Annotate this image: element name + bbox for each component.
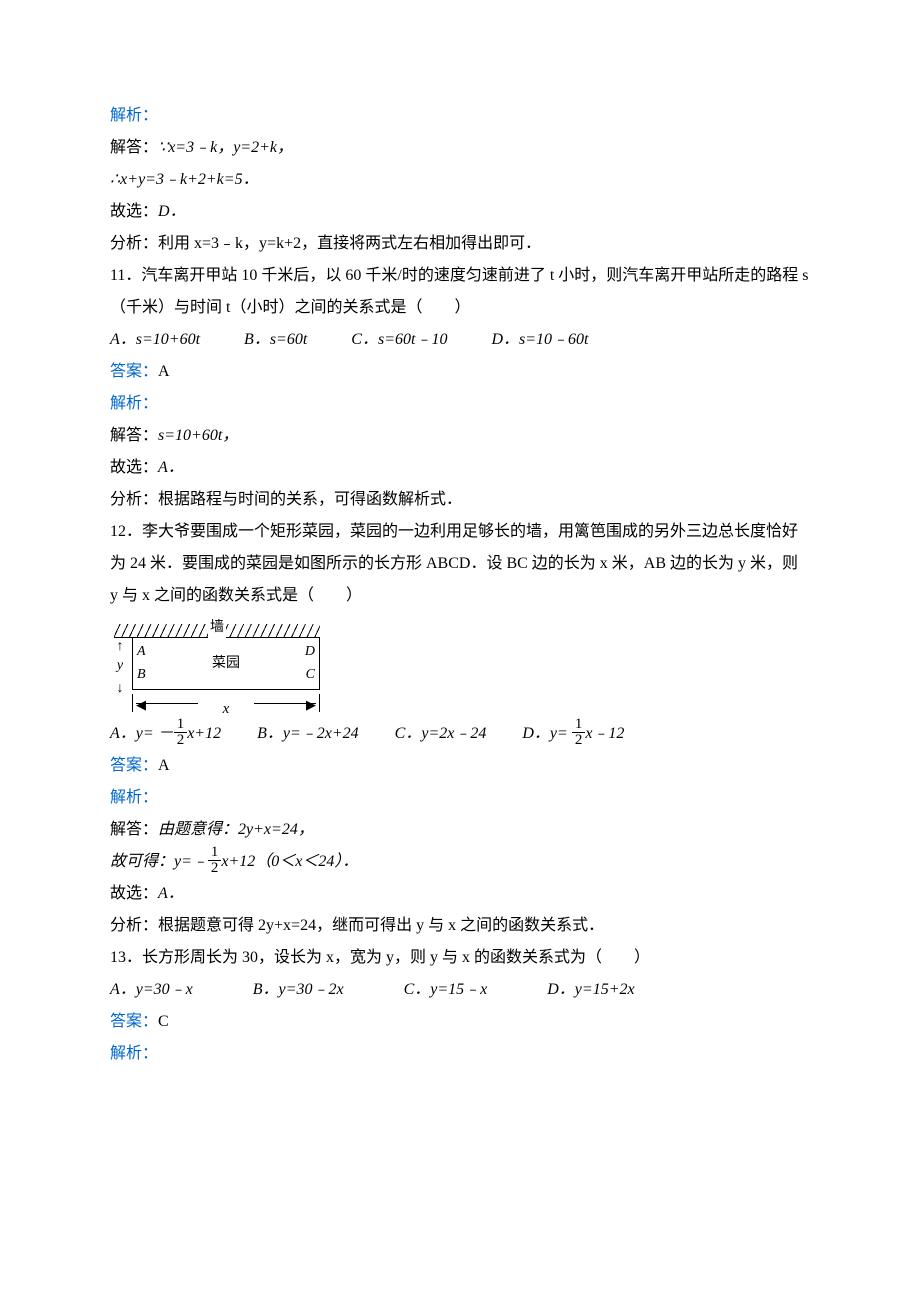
q13-answer-val: C bbox=[158, 1013, 169, 1030]
solve-label: 解答： bbox=[110, 139, 158, 156]
q13-stem: 13．长方形周长为 30，设长为 x，宽为 y，则 y 与 x 的函数关系式为（… bbox=[110, 942, 810, 974]
q11-choose-val: A． bbox=[158, 459, 184, 476]
fraction-half: 12 bbox=[174, 717, 188, 748]
analysis-label: 解析： bbox=[110, 1038, 810, 1070]
q10-analyze-text: 利用 x=3﹣k，y=k+2，直接将两式左右相加得出即可． bbox=[158, 235, 541, 252]
choose-label: 故选： bbox=[110, 459, 158, 476]
q12-opt-b: B．y=﹣2x+24 bbox=[257, 718, 359, 750]
q13-opt-b: B．y=30﹣2x bbox=[253, 974, 344, 1006]
frac-den: 2 bbox=[174, 733, 188, 748]
fig-y-arrow: ↑ y ↓ bbox=[110, 638, 130, 694]
q11-opt-a: A．s=10+60t bbox=[110, 324, 200, 356]
fig-wall: 墙 bbox=[114, 620, 320, 638]
q12-stem: 12．李大爷要围成一个矩形菜园，菜园的一边利用足够长的墙，用篱笆围成的另外三边总… bbox=[110, 516, 810, 612]
q12-opt-c: C．y=2x﹣24 bbox=[395, 718, 487, 750]
q12-figure: 墙 ↑ y ↓ A D B C 菜园 ◀ ▶ x bbox=[110, 620, 320, 714]
fig-garden-label: 菜园 bbox=[212, 650, 240, 678]
q12-solve: 解答：由题意得：2y+x=24， bbox=[110, 814, 810, 846]
q10-choose: 故选：D． bbox=[110, 196, 810, 228]
solve-label: 解答： bbox=[110, 821, 158, 838]
q12-answer: 答案：A bbox=[110, 750, 810, 782]
q10-so: ∴x+y=3﹣k+2+k=5． bbox=[110, 164, 810, 196]
q12-analyze-text: 根据题意可得 2y+x=24，继而可得出 y 与 x 之间的函数关系式． bbox=[158, 917, 604, 934]
answer-label: 答案： bbox=[110, 757, 158, 774]
page: 解析： 解答：∵x=3﹣k，y=2+k， ∴x+y=3﹣k+2+k=5． 故选：… bbox=[0, 0, 920, 1302]
q10-choose-val: D． bbox=[158, 203, 186, 220]
q12-analyze: 分析：根据题意可得 2y+x=24，继而可得出 y 与 x 之间的函数关系式． bbox=[110, 910, 810, 942]
choose-label: 故选： bbox=[110, 885, 158, 902]
solve-label: 解答： bbox=[110, 427, 158, 444]
q12-opt-d-pre: D．y= bbox=[522, 725, 571, 742]
q13-opt-a: A．y=30﹣x bbox=[110, 974, 193, 1006]
fig-bar-right bbox=[319, 694, 320, 712]
q11-opt-b: B．s=60t bbox=[244, 324, 307, 356]
answer-label: 答案： bbox=[110, 363, 158, 380]
q12-derive-suf: x+12（0＜x＜24）． bbox=[221, 853, 358, 870]
arrow-up-icon: ↑ bbox=[117, 638, 124, 652]
q11-stem: 11．汽车离开甲站 10 千米后，以 60 千米/时的速度匀速前进了 t 小时，… bbox=[110, 260, 810, 324]
q11-analyze-text: 根据路程与时间的关系，可得函数解析式． bbox=[158, 491, 462, 508]
fig-x-label: x bbox=[219, 694, 234, 724]
q11-answer: 答案：A bbox=[110, 356, 810, 388]
q13-options: A．y=30﹣x B．y=30﹣2x C．y=15﹣x D．y=15+2x bbox=[110, 974, 810, 1006]
q12-opt-a: A．y= －12x+12 bbox=[110, 718, 221, 750]
q12-choose: 故选：A． bbox=[110, 878, 810, 910]
fig-C: C bbox=[306, 661, 315, 689]
q12-solve-text: 由题意得：2y+x=24， bbox=[158, 821, 314, 838]
q12-opt-d: D．y= 12x﹣12 bbox=[522, 718, 624, 750]
fraction-half: 12 bbox=[572, 717, 586, 748]
q12-opt-d-suf: x﹣12 bbox=[585, 725, 624, 742]
fig-rect: A D B C 菜园 bbox=[132, 638, 320, 690]
fig-y-label: y bbox=[117, 652, 123, 680]
fraction-half: 12 bbox=[208, 845, 222, 876]
analyze-label: 分析： bbox=[110, 491, 158, 508]
q11-choose: 故选：A． bbox=[110, 452, 810, 484]
q13-opt-c: C．y=15﹣x bbox=[404, 974, 488, 1006]
frac-den: 2 bbox=[572, 733, 586, 748]
fig-bar-left bbox=[132, 694, 133, 712]
arrow-right-icon: ▶ bbox=[306, 698, 316, 711]
choose-label: 故选： bbox=[110, 203, 158, 220]
q11-options: A．s=10+60t B．s=60t C．s=60t﹣10 D．s=10﹣60t bbox=[110, 324, 810, 356]
q10-analyze: 分析：利用 x=3﹣k，y=k+2，直接将两式左右相加得出即可． bbox=[110, 228, 810, 260]
q12-answer-val: A bbox=[158, 757, 170, 774]
frac-num: 1 bbox=[208, 845, 222, 861]
q12-opt-a-pre: A．y= － bbox=[110, 725, 174, 742]
q12-options: A．y= －12x+12 B．y=﹣2x+24 C．y=2x﹣24 D．y= 1… bbox=[110, 718, 810, 750]
analysis-label: 解析： bbox=[110, 100, 810, 132]
q12-opt-a-suf: x+12 bbox=[187, 725, 221, 742]
fig-B: B bbox=[137, 661, 146, 689]
q11-solve: 解答：s=10+60t， bbox=[110, 420, 810, 452]
q12-derive-pre: 故可得：y=﹣ bbox=[110, 853, 208, 870]
q11-opt-c: C．s=60t﹣10 bbox=[351, 324, 447, 356]
frac-num: 1 bbox=[572, 717, 586, 733]
q13-answer: 答案：C bbox=[110, 1006, 810, 1038]
analysis-label: 解析： bbox=[110, 782, 810, 814]
fig-midrow: ↑ y ↓ A D B C 菜园 bbox=[110, 638, 320, 694]
q11-opt-d: D．s=10﹣60t bbox=[491, 324, 588, 356]
q11-analyze: 分析：根据路程与时间的关系，可得函数解析式． bbox=[110, 484, 810, 516]
q12-choose-val: A． bbox=[158, 885, 184, 902]
q11-solve-text: s=10+60t， bbox=[158, 427, 238, 444]
frac-num: 1 bbox=[174, 717, 188, 733]
analyze-label: 分析： bbox=[110, 917, 158, 934]
q10-solve-text: ∵x=3﹣k，y=2+k， bbox=[158, 139, 293, 156]
arrow-down-icon: ↓ bbox=[117, 680, 124, 694]
arrow-left-icon: ◀ bbox=[136, 698, 146, 711]
q13-opt-d: D．y=15+2x bbox=[547, 974, 634, 1006]
q11-answer-val: A bbox=[158, 363, 170, 380]
q10-solve: 解答：∵x=3﹣k，y=2+k， bbox=[110, 132, 810, 164]
frac-den: 2 bbox=[208, 861, 222, 876]
q12-derive: 故可得：y=﹣12x+12（0＜x＜24）． bbox=[110, 846, 810, 878]
analyze-label: 分析： bbox=[110, 235, 158, 252]
answer-label: 答案： bbox=[110, 1013, 158, 1030]
analysis-label: 解析： bbox=[110, 388, 810, 420]
fig-x-arrow: ◀ ▶ x bbox=[132, 694, 320, 714]
